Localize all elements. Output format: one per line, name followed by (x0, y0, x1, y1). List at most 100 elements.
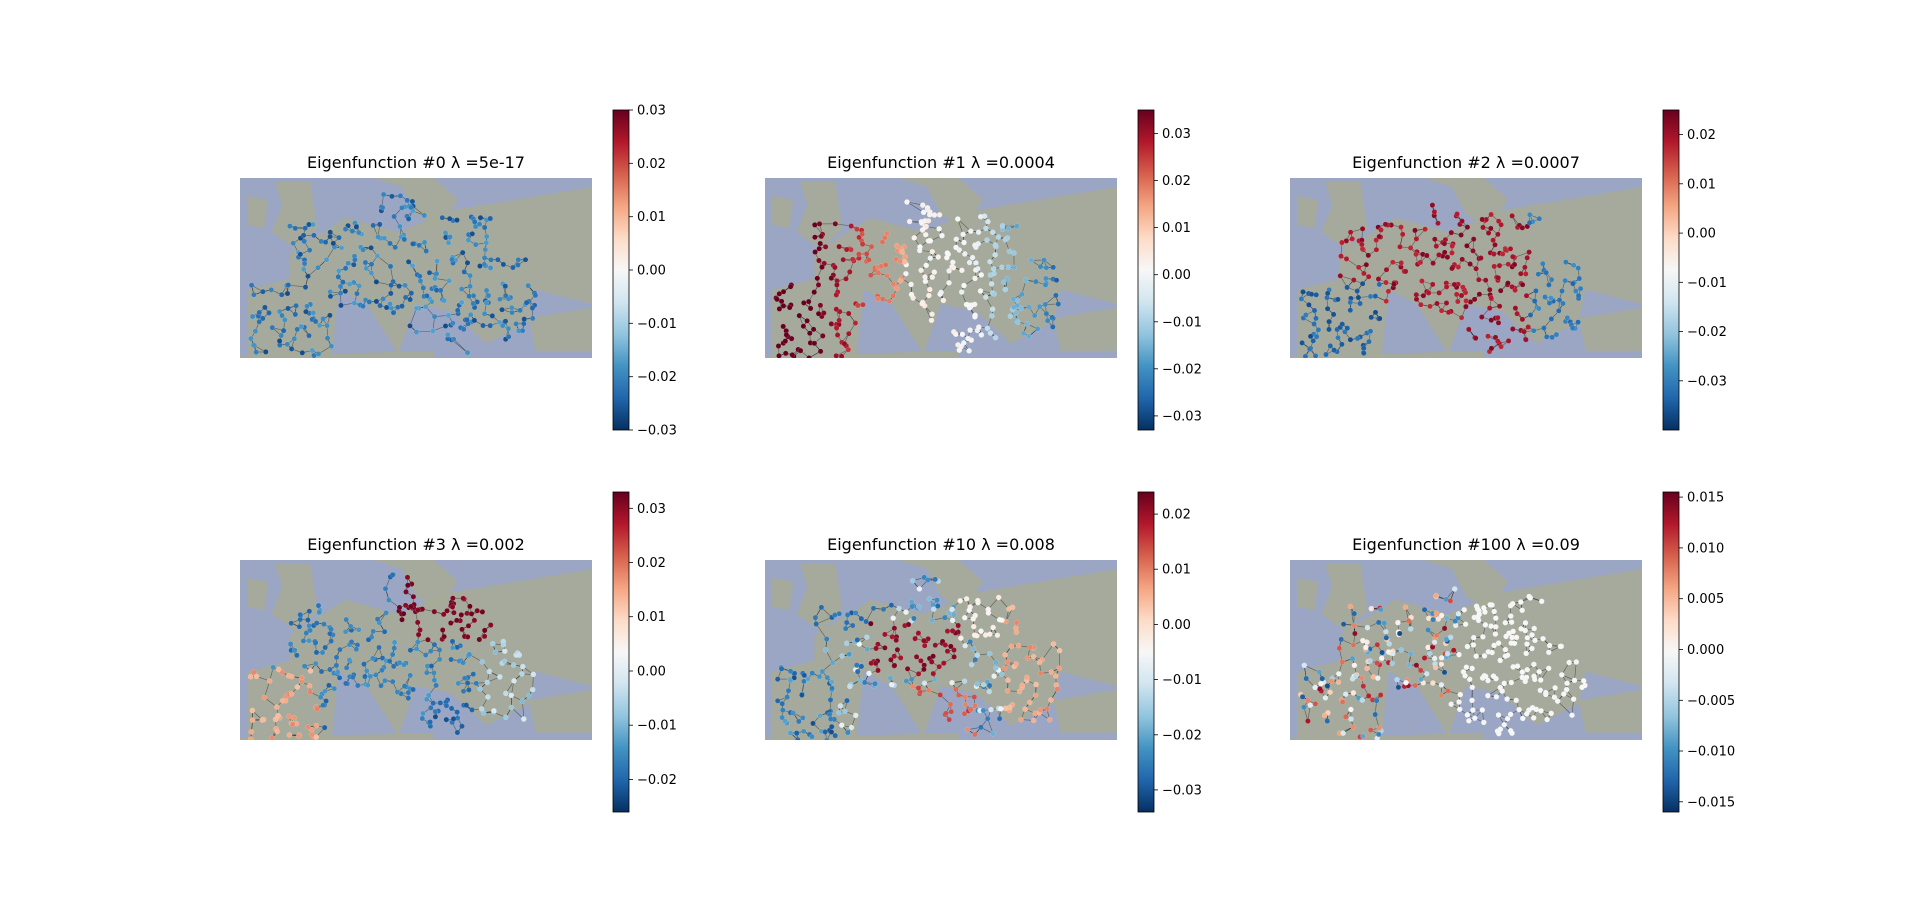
map-background (240, 178, 592, 358)
network-node (309, 347, 316, 354)
colorbar-tick-label: 0.000 (1687, 643, 1724, 658)
network-node (1022, 706, 1028, 712)
network-node (1495, 712, 1502, 718)
network-node (327, 293, 334, 300)
network-node (919, 202, 926, 208)
network-node (400, 610, 407, 617)
network-node (1299, 693, 1306, 700)
network-node (394, 689, 401, 695)
network-node (525, 282, 532, 289)
network-node (1046, 716, 1053, 723)
network-node (829, 659, 836, 666)
network-node (951, 654, 957, 660)
network-node (1471, 614, 1478, 621)
network-node (318, 668, 325, 675)
network-node (833, 352, 840, 358)
network-node (301, 663, 308, 669)
network-node (1524, 254, 1531, 261)
network-node (502, 318, 509, 325)
network-node (780, 323, 787, 330)
network-node (323, 698, 329, 704)
network-node (904, 199, 910, 205)
network-node (1338, 636, 1345, 643)
network-node (405, 689, 412, 696)
network-node (974, 265, 981, 272)
network-node (1519, 607, 1526, 614)
network-node (1316, 685, 1323, 692)
network-node (410, 686, 416, 693)
network-node (1347, 336, 1354, 343)
colorbar: 0.03 0.02 0.01 0.00 −0.01 −0.02 −0.03 (612, 104, 677, 439)
network (774, 574, 1063, 740)
network-node (1342, 328, 1348, 335)
network-node (428, 298, 435, 305)
network-node (337, 283, 344, 290)
network-node (1349, 236, 1356, 242)
network-node (928, 659, 935, 665)
network-node (1463, 298, 1469, 304)
network-node (306, 608, 313, 615)
network-node (483, 233, 490, 240)
network-node (388, 282, 394, 289)
network-node (1498, 343, 1504, 350)
network-node (1505, 280, 1511, 286)
network-node (247, 673, 254, 680)
network-node (1031, 312, 1038, 319)
network-node (336, 234, 342, 241)
network-node (1434, 300, 1440, 307)
network-node (396, 283, 402, 289)
network-node (843, 246, 850, 253)
network-node (962, 701, 969, 708)
network-node (291, 647, 298, 654)
network-node (453, 617, 460, 624)
network-node (481, 310, 488, 317)
network-node (1455, 264, 1462, 270)
network-node (890, 615, 897, 621)
network-node (859, 241, 866, 247)
network-node (1348, 716, 1354, 722)
network-node (776, 352, 782, 358)
network-node (1488, 345, 1495, 352)
network-node (480, 322, 486, 329)
network-node (844, 612, 851, 618)
network-node (1367, 328, 1374, 335)
network-node (910, 683, 916, 690)
network-node (1485, 648, 1492, 655)
network-node (1441, 240, 1448, 247)
network-node (1444, 650, 1451, 657)
network-node (1465, 326, 1472, 333)
network-node (1450, 647, 1457, 654)
network-node (957, 597, 964, 604)
network-node (523, 299, 530, 306)
network-node (333, 662, 340, 669)
network-node (1352, 630, 1358, 637)
network-node (471, 317, 478, 324)
network-node (472, 241, 479, 248)
network-node (972, 612, 979, 619)
network-node (476, 636, 483, 643)
network-node (250, 342, 257, 348)
network-node (404, 582, 411, 589)
network-node (1485, 692, 1491, 699)
network-node (423, 248, 430, 254)
network-node (1419, 278, 1425, 284)
network-node (1351, 622, 1358, 629)
network-node (1338, 253, 1344, 259)
colorbar-tick-label: 0.02 (637, 556, 666, 571)
network-node (401, 236, 408, 243)
network-node (1397, 243, 1403, 250)
network-node (823, 636, 830, 642)
network-node (1311, 307, 1318, 314)
network-node (940, 660, 947, 666)
network-node (966, 607, 973, 614)
network (247, 571, 537, 740)
network-node (868, 243, 875, 250)
network-node (1312, 700, 1319, 707)
network-node (1541, 325, 1547, 331)
network-node (1026, 333, 1032, 340)
network-node (446, 277, 452, 284)
network-node (931, 212, 938, 218)
network-node (1509, 253, 1516, 260)
network-node (987, 258, 993, 265)
network-node (1377, 692, 1384, 698)
